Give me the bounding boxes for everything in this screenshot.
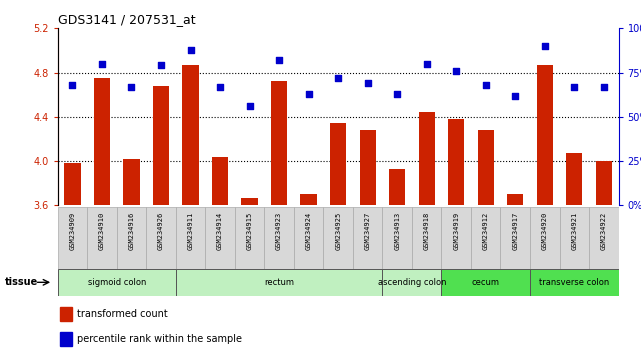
Text: GSM234918: GSM234918 <box>424 212 429 250</box>
Bar <box>442 207 471 269</box>
Text: GSM234910: GSM234910 <box>99 212 105 250</box>
Text: GSM234925: GSM234925 <box>335 212 341 250</box>
Text: GSM234923: GSM234923 <box>276 212 282 250</box>
Bar <box>419 113 435 205</box>
Bar <box>595 161 612 205</box>
Bar <box>530 269 619 296</box>
Bar <box>323 207 353 269</box>
Point <box>422 61 432 67</box>
Bar <box>478 130 494 205</box>
Text: sigmoid colon: sigmoid colon <box>88 278 146 287</box>
Text: transverse colon: transverse colon <box>539 278 610 287</box>
Bar <box>153 86 169 205</box>
Text: GSM234919: GSM234919 <box>453 212 459 250</box>
Text: GSM234916: GSM234916 <box>128 212 135 250</box>
Text: GSM234922: GSM234922 <box>601 212 607 250</box>
Bar <box>383 207 412 269</box>
Point <box>333 75 344 81</box>
Text: GDS3141 / 207531_at: GDS3141 / 207531_at <box>58 13 196 26</box>
Point <box>185 47 196 52</box>
Bar <box>353 207 383 269</box>
Bar <box>530 207 560 269</box>
Text: ascending colon: ascending colon <box>378 278 446 287</box>
Bar <box>60 332 72 346</box>
Bar <box>146 207 176 269</box>
Point <box>569 84 579 90</box>
Bar <box>560 207 589 269</box>
Point <box>363 80 373 86</box>
Text: GSM234927: GSM234927 <box>365 212 370 250</box>
Bar <box>383 269 442 296</box>
Point <box>451 68 462 74</box>
Text: GSM234914: GSM234914 <box>217 212 223 250</box>
Bar <box>566 153 583 205</box>
Bar <box>87 207 117 269</box>
Text: GSM234921: GSM234921 <box>571 212 578 250</box>
Bar <box>271 81 287 205</box>
Bar <box>360 130 376 205</box>
Bar <box>176 207 205 269</box>
Bar <box>58 269 176 296</box>
Text: GSM234909: GSM234909 <box>69 212 76 250</box>
Text: GSM234911: GSM234911 <box>188 212 194 250</box>
Bar <box>501 207 530 269</box>
Bar <box>537 65 553 205</box>
Point <box>303 91 313 97</box>
Bar <box>507 194 523 205</box>
Bar <box>412 207 442 269</box>
Bar <box>264 207 294 269</box>
Bar <box>242 198 258 205</box>
Bar <box>183 65 199 205</box>
Point <box>244 103 254 109</box>
Text: GSM234926: GSM234926 <box>158 212 164 250</box>
Text: rectum: rectum <box>264 278 294 287</box>
Point <box>392 91 403 97</box>
Bar <box>117 207 146 269</box>
Bar <box>212 156 228 205</box>
Point <box>540 43 550 49</box>
Bar <box>471 207 501 269</box>
Text: tissue: tissue <box>4 277 38 287</box>
Point <box>97 61 107 67</box>
Point <box>510 93 520 98</box>
Text: GSM234913: GSM234913 <box>394 212 400 250</box>
Bar <box>205 207 235 269</box>
Bar <box>60 307 72 321</box>
Bar <box>442 269 530 296</box>
Point <box>599 84 609 90</box>
Text: GSM234917: GSM234917 <box>512 212 518 250</box>
Point <box>67 82 78 88</box>
Bar <box>94 78 110 205</box>
Text: GSM234924: GSM234924 <box>306 212 312 250</box>
Text: cecum: cecum <box>472 278 500 287</box>
Bar <box>176 269 383 296</box>
Point <box>156 63 166 68</box>
Point <box>126 84 137 90</box>
Point <box>215 84 225 90</box>
Bar <box>448 119 464 205</box>
Bar <box>64 163 81 205</box>
Text: transformed count: transformed count <box>78 309 168 319</box>
Bar <box>235 207 264 269</box>
Bar <box>330 124 346 205</box>
Bar <box>58 207 87 269</box>
Bar <box>301 194 317 205</box>
Point <box>274 57 284 63</box>
Bar <box>123 159 140 205</box>
Bar <box>389 169 405 205</box>
Bar <box>589 207 619 269</box>
Point <box>481 82 491 88</box>
Text: GSM234920: GSM234920 <box>542 212 548 250</box>
Text: GSM234915: GSM234915 <box>247 212 253 250</box>
Text: GSM234912: GSM234912 <box>483 212 488 250</box>
Text: percentile rank within the sample: percentile rank within the sample <box>78 333 242 344</box>
Bar <box>294 207 323 269</box>
